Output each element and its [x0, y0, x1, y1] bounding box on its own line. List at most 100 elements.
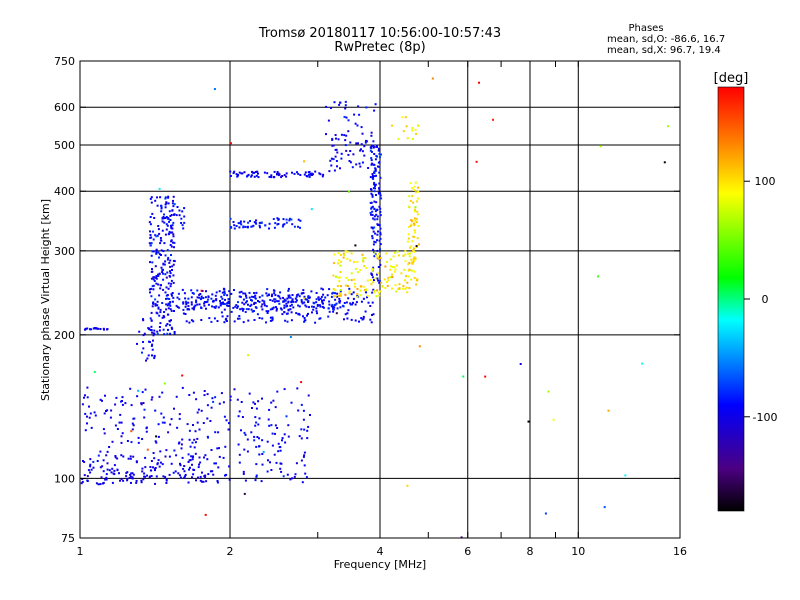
data-point: [141, 391, 144, 394]
data-point: [217, 466, 220, 469]
data-point: [418, 345, 421, 348]
data-point: [300, 428, 303, 431]
data-point: [137, 389, 140, 392]
data-point: [200, 319, 203, 321]
data-point: [218, 402, 221, 405]
data-point: [156, 304, 159, 307]
data-point: [363, 145, 366, 148]
data-point: [286, 473, 289, 476]
data-point: [334, 155, 337, 158]
data-point: [142, 319, 145, 322]
data-point: [158, 272, 161, 275]
data-point: [245, 296, 248, 299]
data-point: [348, 287, 351, 290]
data-point: [406, 281, 409, 284]
data-point: [196, 421, 199, 424]
data-point: [159, 287, 162, 290]
data-point: [126, 479, 129, 482]
data-point: [169, 270, 171, 273]
data-point: [361, 150, 364, 153]
data-point: [318, 172, 321, 175]
data-point: [244, 479, 247, 482]
data-point: [130, 430, 133, 433]
data-point: [82, 460, 84, 462]
data-point: [164, 203, 167, 206]
data-point: [297, 304, 300, 307]
data-point: [383, 278, 386, 281]
data-point: [258, 221, 261, 224]
data-point: [217, 306, 220, 309]
data-point: [298, 305, 301, 308]
data-point: [410, 245, 413, 248]
data-point: [158, 232, 161, 235]
data-point: [171, 265, 174, 268]
data-point: [376, 272, 379, 275]
data-point: [256, 170, 259, 173]
data-point: [241, 309, 244, 312]
data-point: [379, 156, 381, 159]
data-point: [129, 475, 132, 478]
data-point: [294, 300, 297, 303]
data-point: [412, 249, 414, 252]
data-point: [165, 216, 168, 218]
data-point: [380, 197, 383, 200]
data-point: [173, 407, 175, 410]
data-point: [251, 295, 254, 298]
data-point: [413, 270, 416, 273]
data-point: [376, 273, 378, 276]
data-point: [366, 296, 368, 299]
data-point: [350, 252, 353, 255]
data-point: [175, 454, 178, 457]
data-point: [156, 204, 159, 207]
data-point: [255, 291, 258, 294]
data-point: [349, 302, 352, 305]
data-point: [283, 311, 286, 314]
data-point: [379, 257, 382, 259]
data-point: [353, 260, 356, 263]
data-point: [268, 408, 271, 411]
data-point: [397, 137, 400, 140]
data-point: [158, 465, 161, 468]
data-point: [412, 260, 415, 263]
data-point: [198, 296, 201, 299]
data-point: [125, 472, 128, 475]
data-point: [118, 421, 121, 424]
data-point: [190, 289, 193, 292]
data-point: [145, 426, 148, 429]
data-point: [120, 421, 123, 424]
data-point: [213, 88, 216, 90]
data-point: [260, 480, 263, 483]
colorbar: [718, 87, 744, 511]
data-point: [242, 473, 245, 475]
data-point: [358, 162, 361, 165]
data-point: [93, 370, 96, 373]
data-point: [356, 124, 359, 127]
data-point: [411, 240, 414, 243]
data-point: [242, 321, 245, 324]
data-point: [379, 194, 382, 197]
data-point: [310, 290, 313, 293]
data-point: [118, 472, 120, 475]
data-point: [218, 447, 220, 450]
data-point: [193, 306, 196, 309]
data-point: [330, 295, 333, 298]
data-point: [110, 471, 113, 474]
data-point: [334, 292, 336, 295]
data-point: [237, 301, 239, 304]
data-point: [214, 306, 217, 309]
data-point: [157, 251, 160, 254]
data-point: [175, 214, 178, 217]
data-point: [304, 171, 307, 174]
data-point: [258, 300, 261, 303]
data-point: [332, 305, 335, 308]
data-point: [265, 310, 268, 313]
data-point: [198, 456, 201, 459]
data-point: [415, 221, 418, 224]
data-point: [359, 165, 362, 168]
data-point: [297, 409, 300, 412]
data-point: [177, 472, 180, 475]
data-point: [172, 471, 175, 474]
data-point: [263, 300, 266, 303]
data-point: [173, 246, 175, 249]
data-point: [168, 261, 171, 264]
